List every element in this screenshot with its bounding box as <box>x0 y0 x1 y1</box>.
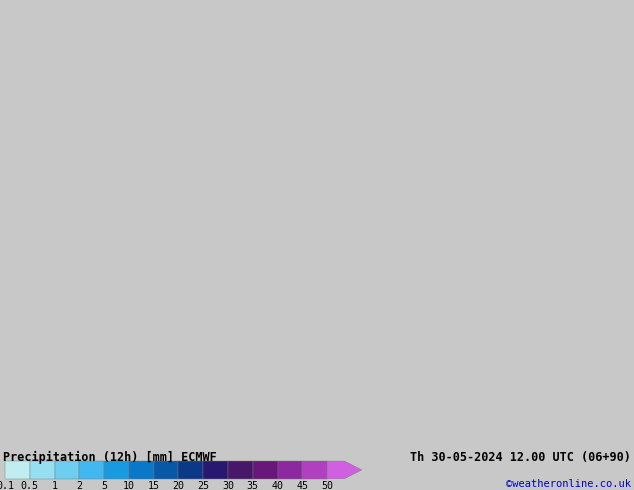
Bar <box>5 461 30 479</box>
Text: 50: 50 <box>321 481 333 490</box>
Bar <box>55 461 79 479</box>
Text: 20: 20 <box>172 481 184 490</box>
Bar <box>278 461 302 479</box>
Bar <box>129 461 153 479</box>
Bar <box>302 461 327 479</box>
Text: 25: 25 <box>197 481 209 490</box>
Text: 45: 45 <box>296 481 308 490</box>
Bar <box>228 461 253 479</box>
Text: 10: 10 <box>123 481 135 490</box>
Text: 40: 40 <box>271 481 283 490</box>
Bar <box>30 461 55 479</box>
Bar <box>253 461 278 479</box>
Text: 2: 2 <box>76 481 82 490</box>
Text: 1: 1 <box>51 481 58 490</box>
Bar <box>179 461 204 479</box>
Text: 30: 30 <box>222 481 234 490</box>
Text: 0.5: 0.5 <box>21 481 39 490</box>
Text: Th 30-05-2024 12.00 UTC (06+90): Th 30-05-2024 12.00 UTC (06+90) <box>410 451 631 464</box>
Text: Precipitation (12h) [mm] ECMWF: Precipitation (12h) [mm] ECMWF <box>3 451 217 464</box>
Bar <box>79 461 104 479</box>
Bar <box>204 461 228 479</box>
Text: 35: 35 <box>247 481 259 490</box>
Bar <box>104 461 129 479</box>
Text: 5: 5 <box>101 481 107 490</box>
Text: ©weatheronline.co.uk: ©weatheronline.co.uk <box>506 479 631 489</box>
Text: 0.1: 0.1 <box>0 481 14 490</box>
Bar <box>153 461 179 479</box>
Text: 15: 15 <box>148 481 160 490</box>
Polygon shape <box>327 461 362 479</box>
